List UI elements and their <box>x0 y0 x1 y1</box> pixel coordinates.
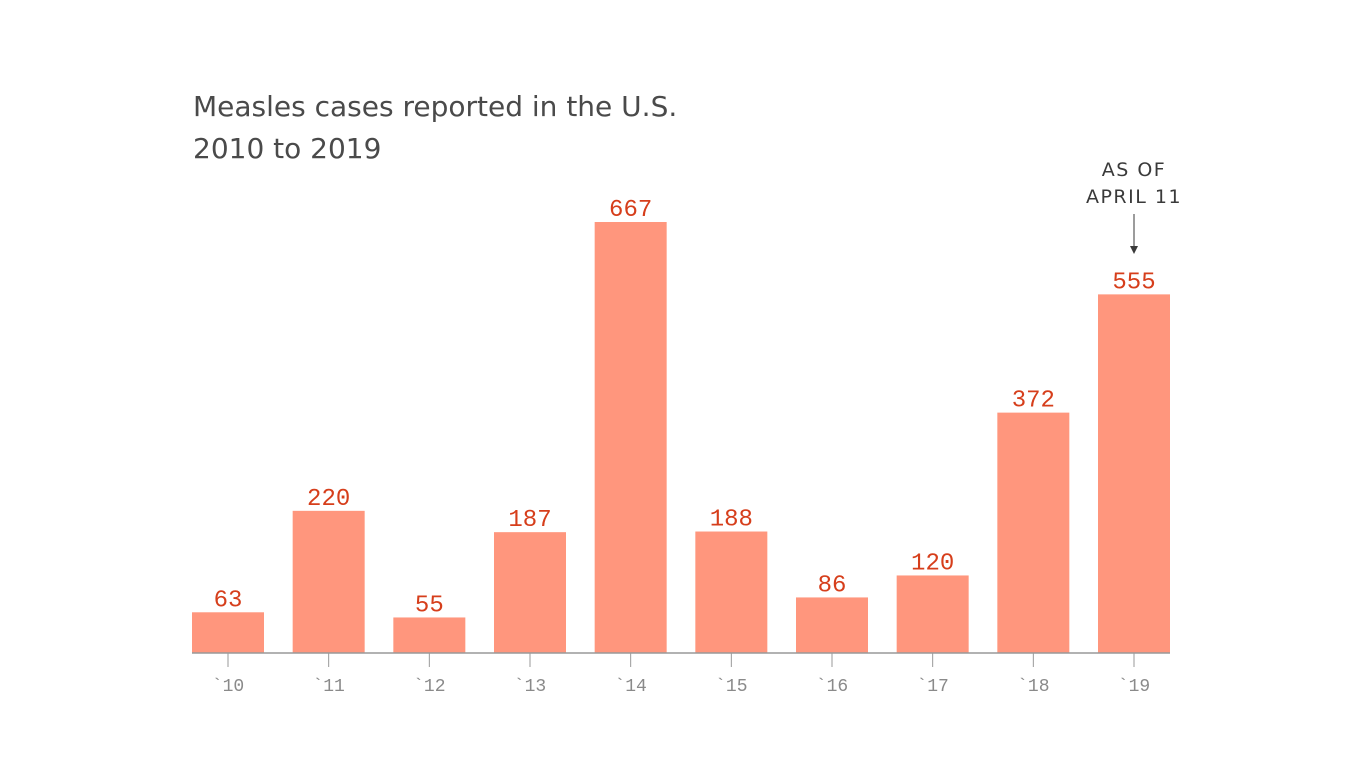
x-tick-label-3: `13 <box>514 677 546 697</box>
value-label-2: 55 <box>415 592 444 619</box>
bar-7 <box>896 575 969 653</box>
value-label-6: 86 <box>818 572 847 599</box>
value-label-8: 372 <box>1012 388 1055 415</box>
value-label-9: 555 <box>1112 269 1155 296</box>
bar-3 <box>494 532 566 653</box>
chart-title-line-1: Measles cases reported in the U.S. <box>193 90 678 123</box>
x-tick-label-9: `19 <box>1118 677 1150 697</box>
bar-4 <box>594 222 667 653</box>
value-label-3: 187 <box>508 507 551 534</box>
value-label-0: 63 <box>214 587 243 614</box>
bar-6 <box>796 597 868 653</box>
bar-9 <box>1098 294 1170 653</box>
bar-1 <box>292 510 365 653</box>
x-tick-label-8: `18 <box>1017 677 1049 697</box>
chart-title-line-2: 2010 to 2019 <box>193 132 382 165</box>
bar-2 <box>393 617 466 653</box>
x-tick-label-6: `16 <box>816 677 848 697</box>
bar-5 <box>695 531 768 653</box>
x-tick-label-4: `14 <box>614 677 646 697</box>
annotation-arrow-head <box>1130 246 1138 254</box>
value-label-1: 220 <box>307 486 350 513</box>
x-tick-label-2: `12 <box>413 677 445 697</box>
annotation-line-1: AS OF <box>1102 159 1166 181</box>
chart-title: Measles cases reported in the U.S. 2010 … <box>193 86 677 170</box>
x-tick-label-5: `15 <box>715 677 747 697</box>
bar-8 <box>997 412 1070 653</box>
annotation-line-2: APRIL 11 <box>1086 186 1182 208</box>
x-tick-label-7: `17 <box>916 677 948 697</box>
x-tick-label-0: `10 <box>212 677 244 697</box>
value-label-4: 667 <box>609 197 652 224</box>
x-tick-label-1: `11 <box>312 677 344 697</box>
value-label-5: 188 <box>710 507 753 534</box>
value-label-7: 120 <box>911 550 954 577</box>
bar-0 <box>192 612 264 653</box>
